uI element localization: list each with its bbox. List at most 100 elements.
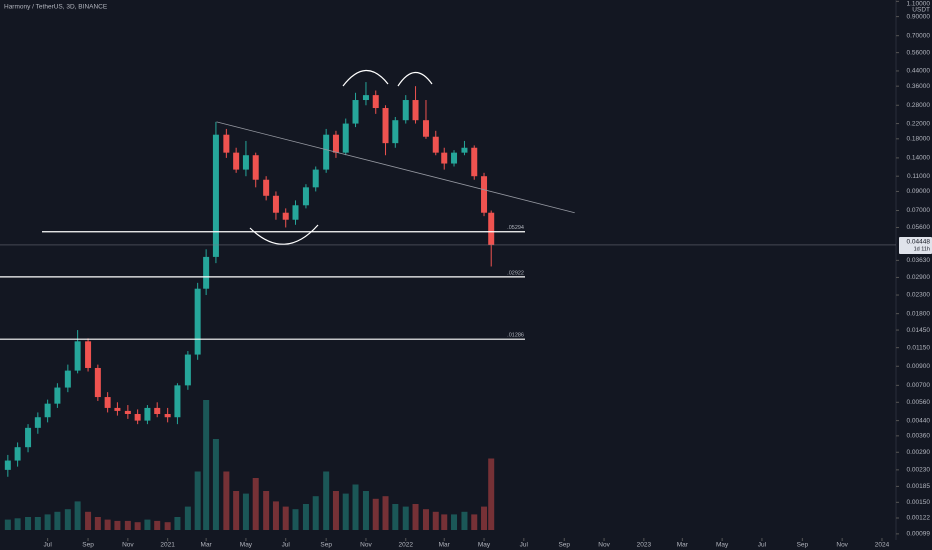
volume-bar	[282, 506, 289, 530]
candle-body	[392, 120, 399, 144]
currency-label: USDT	[912, 7, 930, 14]
x-tick-label: Jul	[520, 542, 529, 549]
volume-bar	[488, 458, 495, 530]
x-tick-label: May	[716, 542, 729, 549]
volume-bar	[85, 511, 92, 530]
candle-body	[471, 147, 478, 177]
volume-bar	[14, 518, 21, 530]
candle-body	[74, 341, 81, 371]
y-tick-label: 0.03630	[907, 257, 931, 264]
volume-bar	[124, 520, 131, 530]
y-tick-label: 0.00900	[907, 363, 931, 370]
last-price-label: 0.04448	[907, 239, 931, 246]
candle-body	[104, 397, 111, 408]
volume-bar	[4, 519, 11, 530]
candle-body	[402, 100, 409, 121]
volume-bar	[242, 493, 249, 530]
y-tick-label: 0.90000	[907, 13, 931, 20]
y-tick-label: 0.02900	[907, 274, 931, 281]
candle-body	[134, 414, 141, 421]
volume-bar	[292, 509, 299, 530]
volume-bar	[481, 506, 488, 530]
y-tick-label: 0.05600	[907, 224, 931, 231]
x-tick-label: May	[478, 542, 491, 549]
candle-body	[25, 427, 32, 448]
x-tick-label: 2022	[399, 542, 414, 549]
volume-bar	[372, 498, 379, 530]
volume-bar	[441, 514, 448, 530]
candle-body	[114, 407, 121, 411]
volume-bar	[402, 506, 409, 530]
volume-bar	[392, 504, 399, 530]
volume-bar	[451, 514, 458, 530]
volume-bar	[74, 501, 81, 530]
candle-body	[352, 100, 359, 124]
volume-bar	[412, 504, 419, 530]
x-tick-label: Sep	[320, 542, 332, 549]
y-tick-label: 0.36000	[907, 83, 931, 90]
volume-bar	[54, 511, 61, 530]
volume-bar	[342, 493, 349, 530]
x-tick-label: Sep	[82, 542, 94, 549]
x-tick-label: Jul	[282, 542, 291, 549]
candle-body	[223, 134, 230, 153]
volume-bar	[263, 491, 270, 530]
volume-bar	[64, 509, 71, 530]
volume-bar	[312, 496, 319, 530]
y-tick-label: 0.22000	[907, 120, 931, 127]
level-label: .02922	[507, 270, 524, 276]
y-tick-label: 0.14000	[907, 155, 931, 162]
pattern-arc	[397, 71, 433, 87]
candle-body	[372, 95, 379, 109]
y-tick-label: 0.00150	[907, 499, 931, 506]
chart-title: Harmony / TetherUS, 3D, BINANCE	[4, 4, 108, 11]
volume-bar	[164, 522, 171, 530]
volume-bar	[223, 471, 230, 530]
volume-bar	[203, 400, 210, 530]
volume-bar	[194, 471, 201, 530]
volume-bar	[252, 478, 259, 530]
y-tick-label: 0.70000	[907, 32, 931, 39]
volume-bar	[272, 501, 279, 530]
volume-bar	[233, 491, 240, 530]
y-tick-label: 0.00185	[907, 483, 931, 490]
pattern-arc	[342, 69, 389, 87]
candle-body	[312, 169, 319, 188]
volume-bar	[302, 504, 309, 530]
candle-body	[203, 256, 210, 289]
countdown-label: 1d 11h	[914, 246, 930, 252]
candle-body	[362, 95, 369, 101]
candle-body	[282, 212, 289, 220]
candle-body	[292, 205, 299, 220]
candle-body	[441, 152, 448, 164]
level-label: .05294	[507, 225, 524, 231]
level-label: .01286	[507, 333, 524, 339]
candle-body	[184, 354, 191, 386]
x-tick-label: Mar	[677, 542, 689, 549]
volume-bar	[432, 511, 439, 530]
x-tick-label: 2023	[637, 542, 652, 549]
y-tick-label: 0.00560	[907, 399, 931, 406]
y-tick-label: 0.00230	[907, 467, 931, 474]
x-tick-label: Jul	[43, 542, 52, 549]
volume-bar	[212, 439, 219, 530]
candle-body	[154, 407, 161, 415]
candle-body	[242, 155, 249, 170]
volume-bar	[362, 491, 369, 530]
candle-body	[252, 155, 259, 180]
y-tick-label: 0.01800	[907, 310, 931, 317]
y-tick-label: 0.01450	[907, 327, 931, 334]
candle-body	[302, 187, 309, 206]
candle-body	[85, 341, 92, 368]
volume-bar	[104, 519, 111, 530]
volume-bar	[184, 506, 191, 530]
candle-body	[461, 147, 468, 153]
candle-body	[44, 403, 51, 418]
x-tick-label: Nov	[122, 542, 134, 549]
x-tick-label: Mar	[439, 542, 451, 549]
x-tick-label: Mar	[201, 542, 213, 549]
volume-bar	[44, 514, 51, 530]
last-price-box	[899, 236, 932, 254]
